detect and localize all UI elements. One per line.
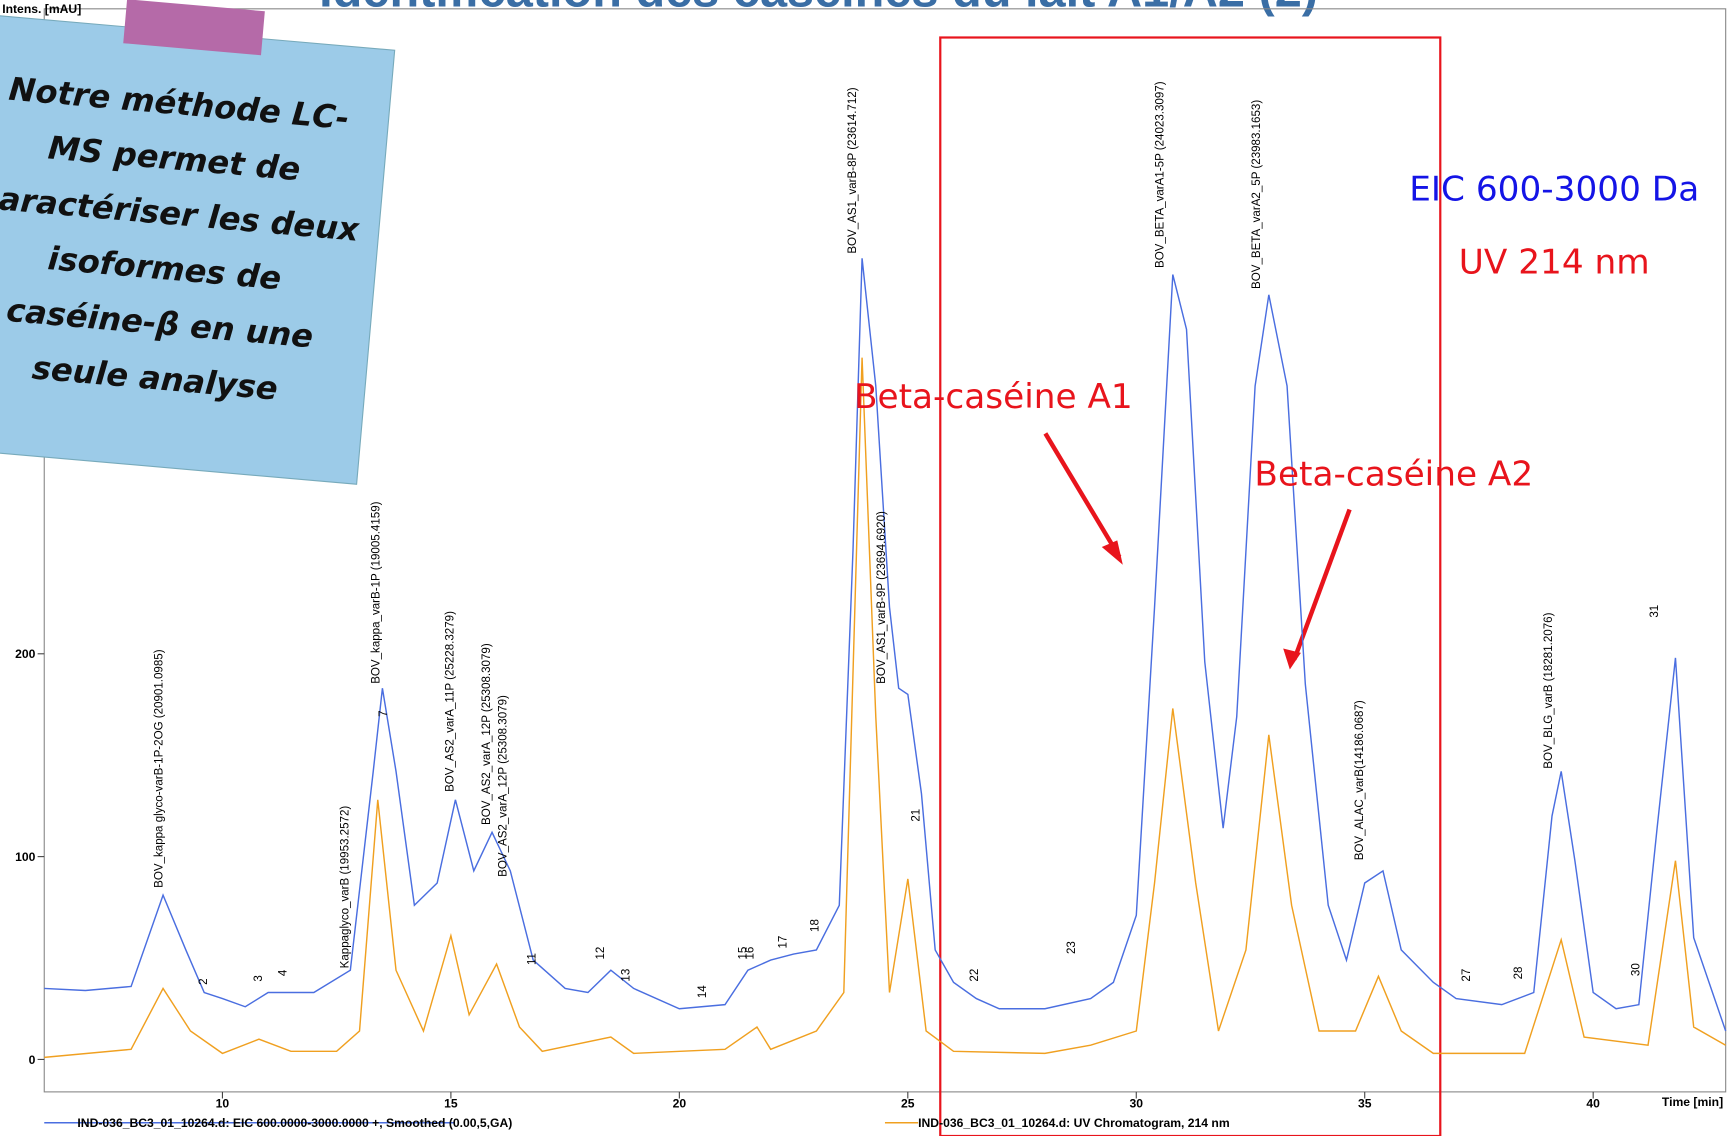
arrow (1292, 508, 1352, 661)
peak-label: BOV_BETA_varA1-5P (24023.3097) (1155, 81, 1167, 268)
peak-label: 28 (1513, 967, 1525, 980)
peak-label: 11 (526, 953, 538, 965)
highlight-box (939, 36, 1442, 1136)
peak-label: 31 (1649, 605, 1661, 618)
annotation: Beta-caséine A1 (854, 377, 1133, 417)
peak-label: BOV_AS1_varB-8P (23614.712) (847, 87, 859, 253)
peak-label: BOV_AS2_varA_12P (25308.3079) (498, 695, 510, 877)
peak-label: 13 (620, 969, 632, 982)
x-tick-label: 40 (1586, 1096, 1600, 1110)
y-label: Intens. [mAU] (2, 2, 81, 16)
peak-label: BOV_ALAC_varB(14186.0687) (1354, 700, 1366, 860)
peak-label: 3 (253, 975, 265, 981)
arrow-head (1283, 648, 1301, 670)
annotation: EIC 600-3000 Da (1409, 170, 1699, 210)
peak-label: 4 (277, 969, 289, 976)
x-tick-label: 35 (1358, 1096, 1372, 1110)
x-tick-label: 20 (673, 1096, 687, 1110)
y-tick-label: 200 (15, 647, 36, 661)
peak-label: BOV_AS1_varB-9P (23694.6920) (876, 511, 888, 684)
note-tape (123, 0, 265, 56)
x-tick-label: 10 (216, 1096, 230, 1110)
peak-label: 14 (697, 985, 709, 998)
peak-label: Kappaglyco_varB (19953.2572) (339, 806, 351, 969)
x-label: Time [min] (1662, 1095, 1723, 1109)
peak-label: 15 (738, 947, 750, 960)
x-tick-label: 15 (444, 1096, 458, 1110)
legend-label: IND-036_BC3_01_10264.d: UV Chromatogram,… (918, 1116, 1230, 1130)
legend-label: IND-036_BC3_01_10264.d: EIC 600.0000-300… (77, 1116, 512, 1130)
y-tick-label: 0 (29, 1053, 36, 1067)
x-tick-label: 25 (901, 1096, 915, 1110)
peak-label: BOV_BETA_varA2_5P (23983.1653) (1251, 100, 1263, 289)
arrow-head (1101, 540, 1123, 565)
peak-label: 27 (1461, 969, 1473, 982)
annotation: UV 214 nm (1459, 243, 1650, 283)
peak-label: BOV_kappa glyco-varB-1P-2OG (20901.0985) (154, 649, 166, 888)
peak-label: 30 (1630, 963, 1642, 976)
series-line (44, 258, 1727, 1032)
peak-label: 23 (1066, 941, 1078, 954)
peak-label: BOV_kappa_varB-1P (19005.4159) (370, 501, 382, 683)
peak-label: 16 (744, 947, 756, 960)
peak-label: 12 (595, 947, 607, 960)
peak-label: 2 (198, 978, 210, 984)
x-tick-label: 30 (1129, 1096, 1143, 1110)
y-tick-label: 100 (15, 850, 36, 864)
annotation: Beta-caséine A2 (1254, 454, 1533, 494)
plot-frame (43, 8, 1727, 1093)
peak-label: 21 (910, 809, 922, 822)
peak-label: 7 (378, 710, 390, 716)
sticky-note: Notre méthode LC-MS permet decaractérise… (0, 0, 396, 485)
peak-label: BOV_AS2_varA_12P (25308.3079) (481, 643, 493, 825)
peak-label: 22 (969, 969, 981, 982)
arrow (1043, 432, 1122, 559)
peak-label: BOV_AS2_varA_11P (25228.3279) (445, 611, 457, 792)
peak-label: 17 (777, 936, 789, 949)
peak-label: 18 (810, 919, 822, 932)
peak-label: BOV_BLG_varB (18281.2076) (1543, 612, 1555, 768)
series-line (44, 357, 1727, 1059)
